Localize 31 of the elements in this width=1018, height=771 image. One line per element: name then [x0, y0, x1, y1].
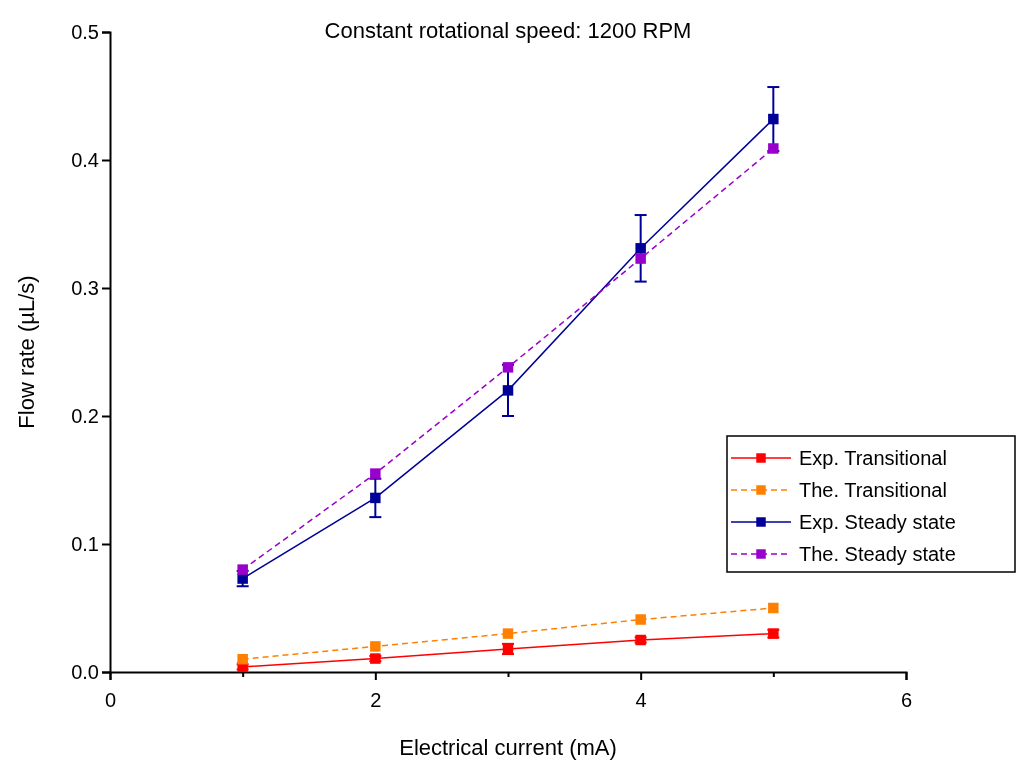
- x-axis-title: Electrical current (mA): [399, 735, 617, 760]
- point: [635, 614, 646, 625]
- point: [768, 143, 779, 154]
- x-tick-label: 0: [104, 689, 117, 711]
- y-tick-label: 0.4: [71, 148, 99, 171]
- legend-label: The. Transitional: [799, 479, 947, 501]
- y-tick-label: 0.5: [71, 20, 99, 43]
- point: [370, 641, 381, 652]
- point: [635, 243, 646, 254]
- point: [635, 253, 646, 264]
- point: [370, 468, 381, 479]
- legend-label: The. Steady state: [799, 543, 956, 565]
- y-tick-label: 0.1: [71, 532, 99, 555]
- point: [768, 113, 779, 125]
- chart-title: Constant rotational speed: 1200 RPM: [324, 18, 692, 43]
- point: [768, 602, 779, 614]
- x-tick-label: 4: [635, 689, 647, 711]
- x-tick-label: 2: [370, 689, 382, 711]
- point: [502, 362, 514, 373]
- point: [370, 492, 381, 504]
- point: [502, 628, 514, 639]
- point: [237, 564, 248, 575]
- point: [237, 653, 248, 665]
- legend-label: Exp. Steady state: [799, 511, 956, 533]
- legend-label: Exp. Transitional: [799, 447, 947, 469]
- point: [502, 385, 514, 396]
- y-tick-label: 0.3: [71, 276, 99, 299]
- y-axis-title: Flow rate (µL/s): [14, 275, 39, 429]
- y-tick-label: 0.2: [71, 404, 99, 427]
- y-tick-label: 0.0: [71, 660, 99, 683]
- x-tick-label: 6: [900, 689, 913, 711]
